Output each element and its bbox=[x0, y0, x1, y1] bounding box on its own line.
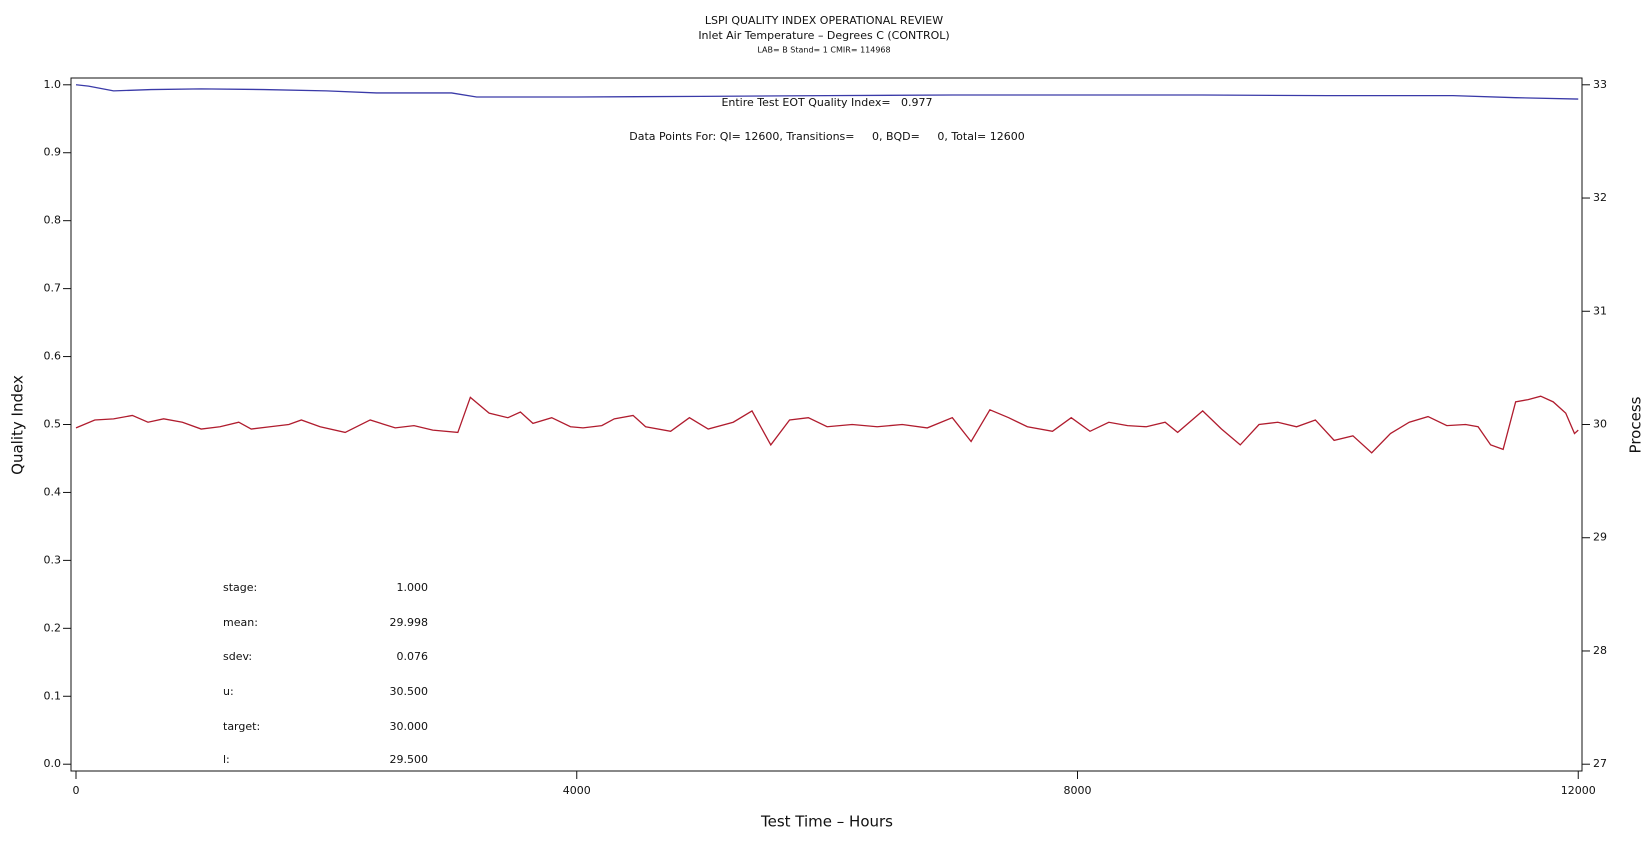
stat-label: l: bbox=[223, 753, 230, 766]
chart-title: LSPI QUALITY INDEX OPERATIONAL REVIEW bbox=[705, 14, 943, 27]
plot-frame bbox=[70, 77, 1583, 772]
y2-tick-label: 33 bbox=[1593, 78, 1607, 91]
chart-subtitle: Inlet Air Temperature – Degrees C (CONTR… bbox=[698, 29, 949, 42]
y-tick-label: 0.0 bbox=[44, 757, 62, 770]
stat-label: stage: bbox=[223, 581, 257, 594]
y2-tick-label: 28 bbox=[1593, 644, 1607, 657]
stat-value: 30.500 bbox=[390, 685, 429, 698]
y2-tick-label: 31 bbox=[1593, 304, 1607, 317]
y2-axis-title: Process bbox=[1627, 396, 1645, 453]
y-tick-label: 1.0 bbox=[44, 78, 62, 91]
chart-subtitle: LAB= B Stand= 1 CMIR= 114968 bbox=[757, 46, 890, 55]
y-tick-label: 0.3 bbox=[44, 553, 62, 566]
annotation: Entire Test EOT Quality Index= 0.977 bbox=[721, 96, 932, 109]
data-line bbox=[75, 84, 1579, 100]
data-line bbox=[75, 395, 1579, 454]
x-axis-title: Test Time – Hours bbox=[760, 813, 893, 831]
y-tick-label: 0.6 bbox=[44, 350, 62, 363]
stat-value: 0.076 bbox=[397, 650, 429, 663]
y-tick-label: 0.8 bbox=[44, 214, 62, 227]
annotation: Data Points For: QI= 12600, Transitions=… bbox=[629, 130, 1024, 143]
stat-label: mean: bbox=[223, 616, 258, 629]
stat-value: 29.998 bbox=[390, 616, 429, 629]
y-tick-label: 0.7 bbox=[44, 282, 62, 295]
y-tick-label: 0.4 bbox=[44, 485, 62, 498]
y2-tick-label: 29 bbox=[1593, 531, 1607, 544]
y2-tick-label: 27 bbox=[1593, 757, 1607, 770]
y2-tick-label: 30 bbox=[1593, 418, 1607, 431]
x-tick-label: 8000 bbox=[1063, 784, 1091, 797]
stat-label: target: bbox=[223, 720, 260, 733]
stat-label: sdev: bbox=[223, 650, 252, 663]
x-tick-label: 0 bbox=[73, 784, 80, 797]
y-tick-label: 0.1 bbox=[44, 689, 62, 702]
stat-value: 30.000 bbox=[390, 720, 429, 733]
stat-value: 29.500 bbox=[390, 753, 429, 766]
y2-tick-label: 32 bbox=[1593, 191, 1607, 204]
y-tick-label: 0.2 bbox=[44, 621, 62, 634]
y-tick-label: 0.5 bbox=[44, 418, 62, 431]
y-axis-title: Quality Index bbox=[9, 375, 27, 475]
y-tick-label: 0.9 bbox=[44, 146, 62, 159]
stat-label: u: bbox=[223, 685, 234, 698]
x-tick-label: 12000 bbox=[1561, 784, 1596, 797]
stat-value: 1.000 bbox=[397, 581, 429, 594]
x-tick-label: 4000 bbox=[563, 784, 591, 797]
